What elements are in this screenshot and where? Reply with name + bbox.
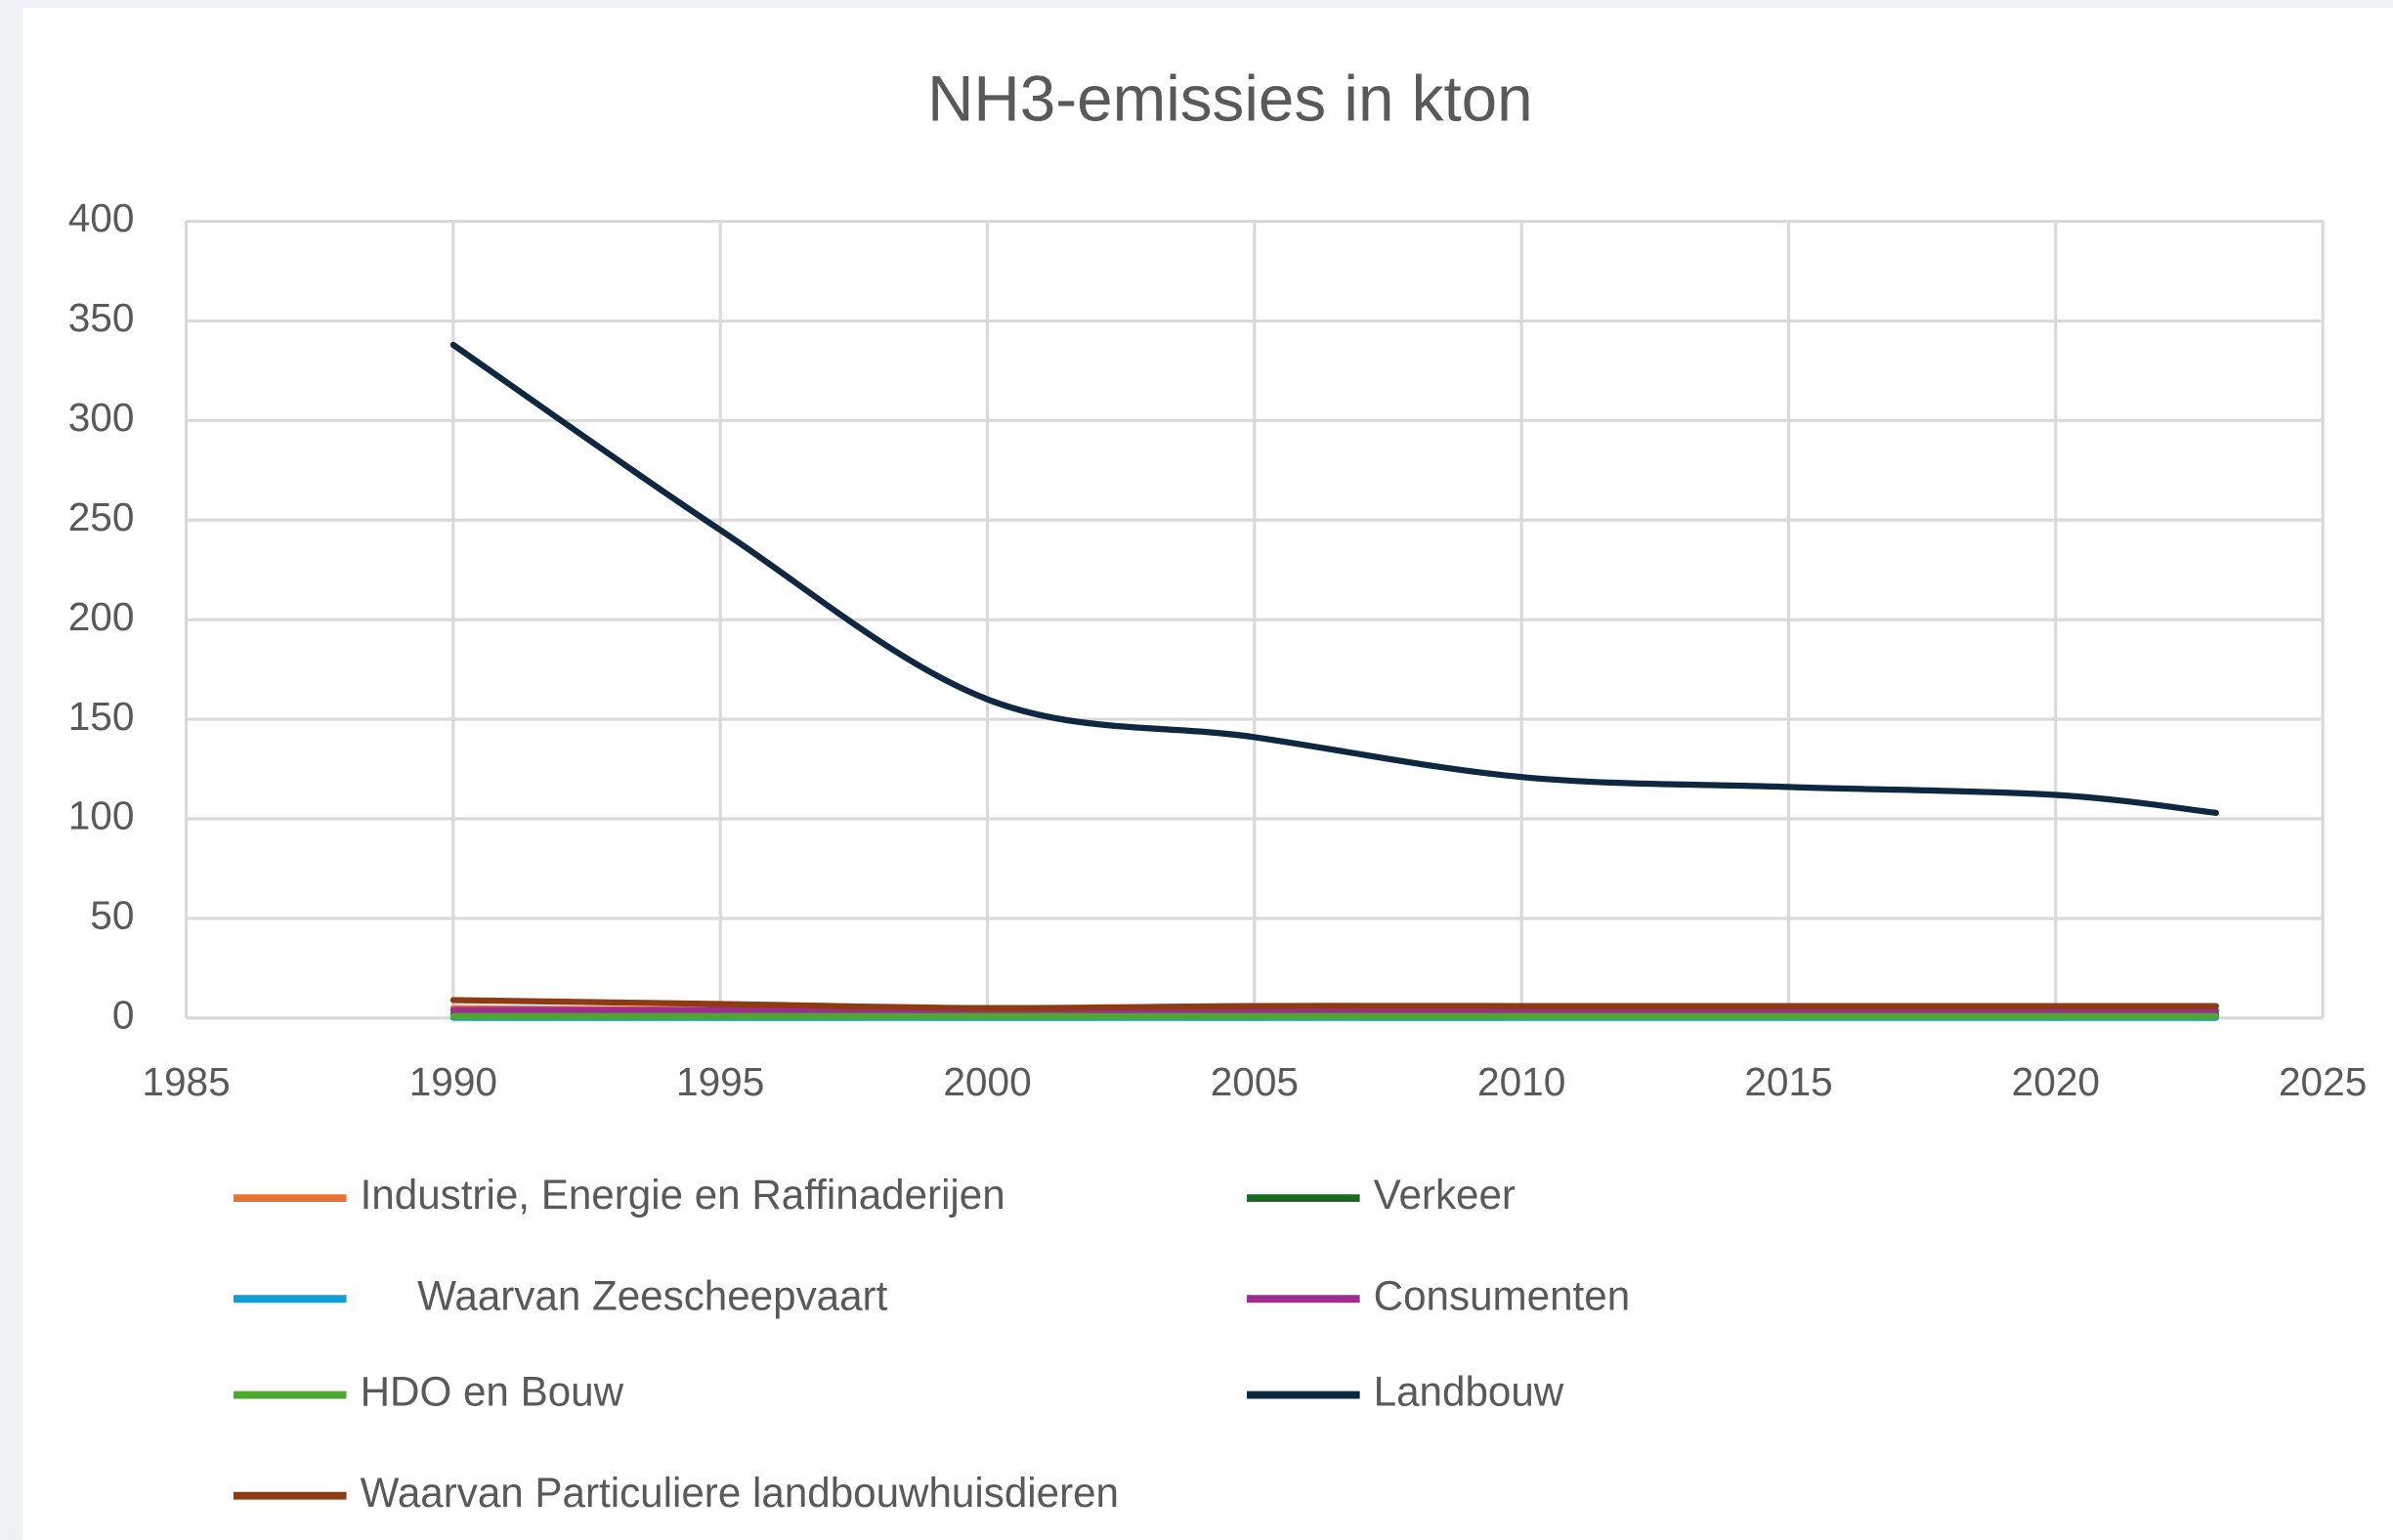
legend-label: Waarvan Particuliere landbouwhuisdieren <box>361 1470 1119 1516</box>
x-tick-label: 2015 <box>1744 1059 1832 1104</box>
x-tick-label: 1985 <box>142 1059 230 1104</box>
y-tick-label: 400 <box>68 195 135 240</box>
legend-label: HDO en Bouw <box>361 1369 624 1415</box>
y-tick-label: 200 <box>68 594 135 639</box>
y-tick-label: 300 <box>68 395 135 440</box>
y-tick-label: 100 <box>68 793 135 838</box>
x-tick-label: 2000 <box>943 1059 1031 1104</box>
legend-label: Landbouw <box>1374 1369 1564 1415</box>
x-tick-label: 2010 <box>1477 1059 1565 1104</box>
series-line <box>449 997 2219 1011</box>
legend-label: Waarvan Zeescheepvaart <box>361 1272 888 1318</box>
series-line <box>449 341 2219 816</box>
x-tick-label: 1995 <box>676 1059 764 1104</box>
legend-label: Consumenten <box>1374 1272 1630 1318</box>
y-tick-label: 250 <box>68 494 135 539</box>
x-tick-label: 2020 <box>2012 1059 2100 1104</box>
x-tick-label: 1990 <box>409 1059 497 1104</box>
y-tick-label: 150 <box>68 694 135 739</box>
y-tick-label: 0 <box>112 993 135 1038</box>
y-tick-label: 50 <box>90 893 134 938</box>
chart-title: NH3-emissies in kton <box>927 64 1533 135</box>
chart-area <box>22 7 2393 1540</box>
legend-label: Verkeer <box>1374 1172 1516 1218</box>
x-tick-label: 2025 <box>2279 1059 2367 1104</box>
y-tick-label: 350 <box>68 295 135 340</box>
x-tick-label: 2005 <box>1211 1059 1299 1104</box>
legend-label: Industrie, Energie en Raffinaderijen <box>361 1172 1005 1218</box>
